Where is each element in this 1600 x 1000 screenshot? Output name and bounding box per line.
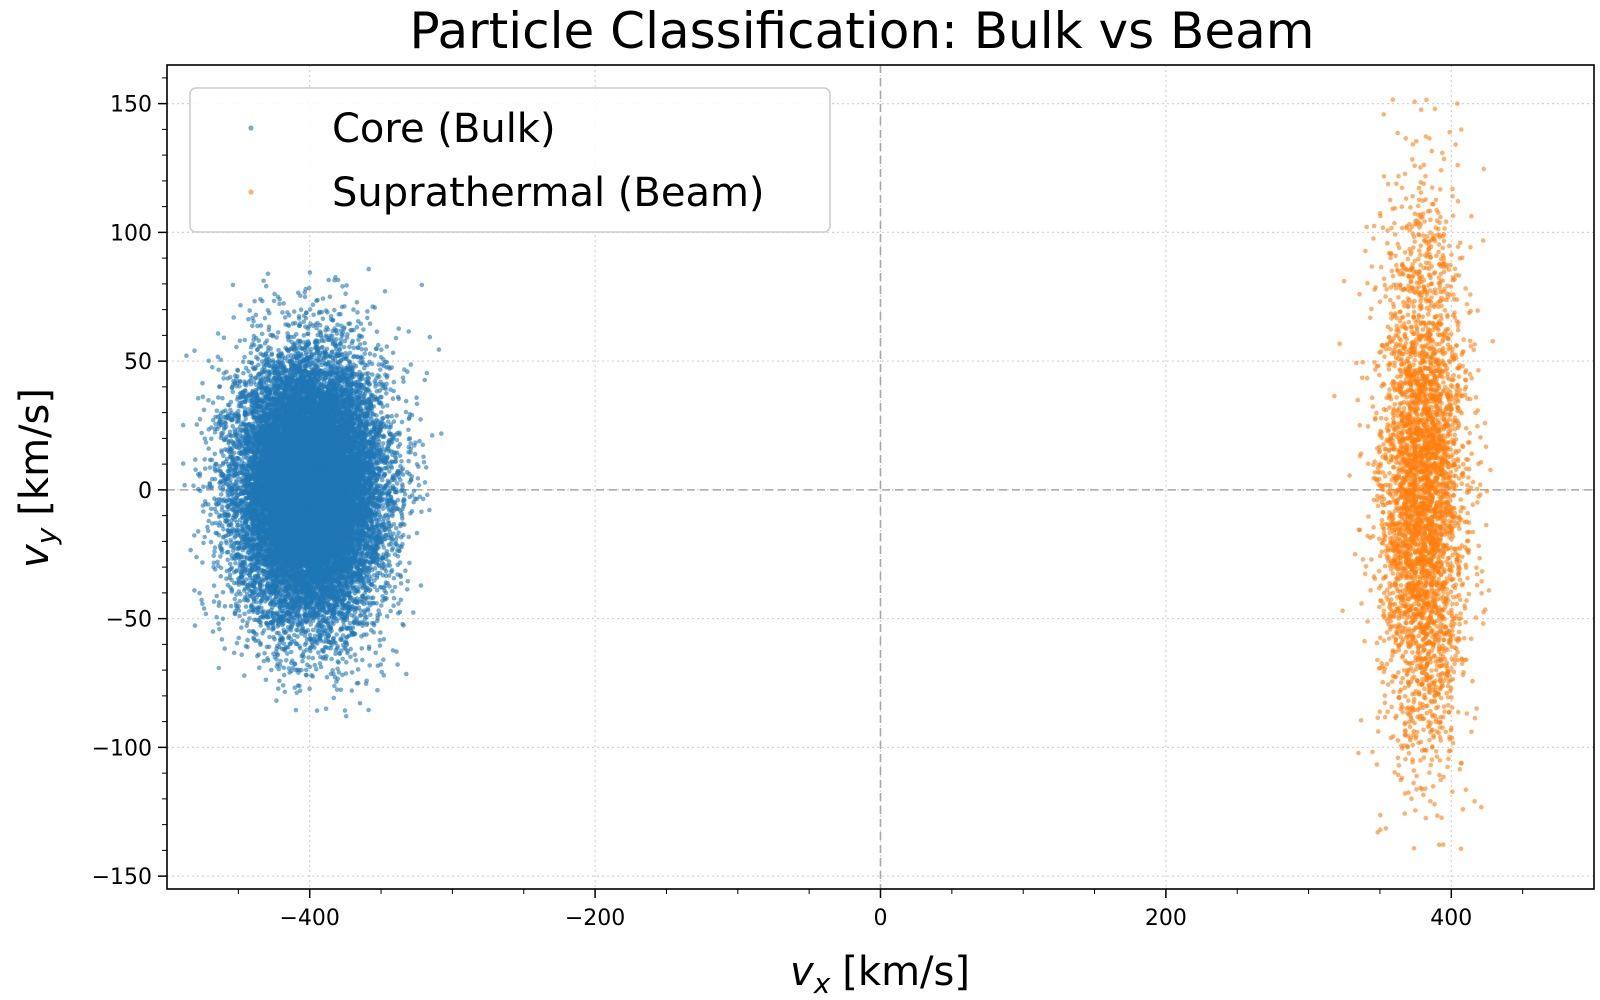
data-point <box>220 590 226 595</box>
data-point <box>192 348 197 354</box>
data-point <box>414 401 420 407</box>
data-point <box>243 604 249 609</box>
data-point <box>199 597 204 603</box>
data-point <box>303 667 309 673</box>
data-point <box>201 407 207 413</box>
data-point <box>262 651 267 656</box>
data-point <box>224 550 230 555</box>
data-point <box>242 337 248 343</box>
data-point <box>202 534 207 540</box>
data-point <box>343 713 349 719</box>
data-point <box>208 506 214 512</box>
data-point <box>367 321 373 327</box>
data-point <box>354 300 360 305</box>
data-point <box>320 296 326 301</box>
data-point <box>355 310 360 315</box>
data-point <box>387 469 392 474</box>
data-point <box>242 354 247 360</box>
data-point <box>257 665 262 670</box>
data-point <box>267 634 272 640</box>
data-point <box>315 320 320 326</box>
data-point <box>412 451 418 457</box>
data-point <box>286 313 292 318</box>
data-point <box>359 346 365 352</box>
data-point <box>298 307 304 313</box>
data-point <box>211 599 217 604</box>
data-point <box>415 476 421 481</box>
data-point <box>406 534 412 540</box>
data-point <box>312 662 318 668</box>
data-point <box>394 413 399 418</box>
data-point <box>356 337 361 343</box>
data-point <box>261 658 267 664</box>
data-point <box>314 708 320 713</box>
data-point <box>320 316 326 322</box>
data-point <box>197 471 203 477</box>
data-point <box>237 338 243 344</box>
data-point <box>245 637 250 643</box>
data-point <box>234 640 240 646</box>
data-point <box>192 623 198 628</box>
data-point <box>421 459 427 465</box>
data-point <box>395 481 400 486</box>
data-point <box>331 695 337 701</box>
data-point <box>378 410 384 415</box>
data-point <box>242 405 247 411</box>
data-point <box>335 322 340 328</box>
data-point <box>193 467 198 473</box>
data-point <box>201 606 207 611</box>
data-point <box>332 307 337 313</box>
data-point <box>310 302 316 308</box>
data-point <box>202 466 208 471</box>
core-bulk-series <box>180 266 444 719</box>
data-point <box>340 672 345 678</box>
data-point <box>188 547 193 553</box>
data-point <box>193 457 198 462</box>
data-point <box>220 616 226 622</box>
data-points <box>180 97 1496 851</box>
data-point <box>378 367 383 372</box>
data-point <box>214 614 219 620</box>
data-point <box>384 391 389 396</box>
data-point <box>348 654 353 660</box>
data-point <box>353 657 359 663</box>
data-point <box>366 266 372 272</box>
data-point <box>436 347 442 352</box>
data-point <box>378 662 384 667</box>
data-point <box>407 560 412 566</box>
data-point <box>209 436 214 442</box>
data-point <box>300 658 305 664</box>
data-point <box>379 347 384 353</box>
data-point <box>359 646 365 651</box>
data-point <box>366 707 371 713</box>
data-point <box>423 465 429 470</box>
data-point <box>200 380 205 386</box>
data-point <box>302 633 308 638</box>
data-point <box>208 539 214 545</box>
data-point <box>283 658 289 663</box>
data-point <box>349 613 355 618</box>
chart-title: Particle Classification: Bulk vs Beam <box>410 2 1315 60</box>
data-point <box>340 656 346 662</box>
data-point <box>219 637 225 642</box>
data-point <box>361 327 366 332</box>
data-point <box>218 554 223 559</box>
data-point <box>222 646 227 651</box>
